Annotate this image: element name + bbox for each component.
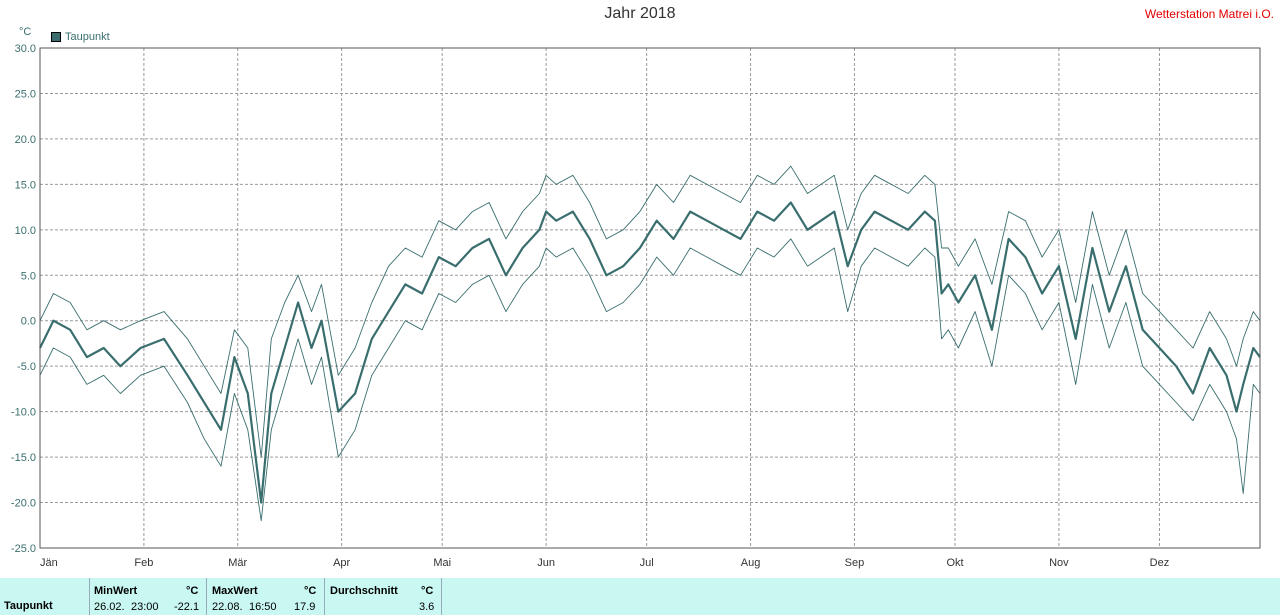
y-tick-label: -10.0: [11, 407, 36, 419]
min-date: 26.02.: [94, 601, 125, 613]
y-tick-label: -20.0: [11, 498, 36, 510]
min-value: -22.1: [174, 601, 200, 613]
avg-unit: °C: [421, 585, 434, 597]
y-tick-label: -25.0: [11, 543, 36, 555]
x-tick-label: Feb: [134, 557, 153, 569]
series-line-min: [39, 238, 1261, 522]
x-tick-label: Dez: [1150, 557, 1170, 569]
chart: 30.0 25.0 20.0 15.0 10.0 5.0 0.0 -5.0 -10.0 -15.0…: [11, 43, 1261, 569]
y-axis-ticks: 30.0 25.0 20.0 15.0 10.0 5.0 0.0 -5.0 -10.0 -15.0…: [11, 43, 36, 555]
legend-swatch: [51, 32, 61, 42]
y-tick-label: 10.0: [15, 225, 36, 237]
x-tick-label: Jän: [40, 557, 58, 569]
x-tick-label: Nov: [1049, 557, 1069, 569]
x-tick-label: Okt: [946, 557, 963, 569]
max-time: 16:50: [249, 601, 277, 613]
max-header: MaxWert: [212, 585, 258, 597]
x-tick-label: Aug: [741, 557, 761, 569]
stats-table: Taupunkt MinWert °C 26.02. 23:00 -22.1 M…: [0, 578, 1280, 615]
avg-header: Durchschnitt: [330, 585, 398, 597]
x-tick-label: Apr: [333, 557, 350, 569]
min-header: MinWert: [94, 585, 138, 597]
x-axis-ticks: Jän Feb Mär Apr Mai Jun Jul Aug Sep Okt Nov Dez: [40, 557, 1169, 569]
max-value: 17.9: [294, 601, 316, 613]
chart-series: [39, 165, 1261, 522]
x-tick-label: Mai: [433, 557, 451, 569]
y-tick-label: 15.0: [15, 179, 36, 191]
legend-label: Taupunkt: [65, 31, 110, 43]
series-line-max: [39, 165, 1261, 458]
max-unit: °C: [304, 585, 317, 597]
y-axis-unit: °C: [19, 26, 32, 38]
plot-area: [39, 47, 1261, 549]
y-tick-label: 0.0: [21, 316, 36, 328]
series-line-mean: [39, 201, 1261, 504]
x-tick-label: Mär: [228, 557, 247, 569]
x-tick-label: Jul: [640, 557, 654, 569]
min-unit: °C: [186, 585, 199, 597]
chart-title: Jahr 2018: [604, 5, 676, 22]
chart-grid: [40, 47, 1260, 549]
max-date: 22.08.: [212, 601, 243, 613]
avg-value: 3.6: [419, 601, 435, 613]
y-tick-label: -5.0: [17, 361, 36, 373]
y-tick-label: 30.0: [15, 43, 36, 55]
min-time: 23:00: [131, 601, 159, 613]
y-tick-label: 25.0: [15, 88, 36, 100]
y-tick-label: 20.0: [15, 134, 36, 146]
legend: Taupunkt: [51, 31, 110, 43]
y-tick-label: 5.0: [21, 270, 36, 282]
stats-row-label: Taupunkt: [4, 600, 53, 612]
y-tick-label: -15.0: [11, 452, 36, 464]
x-tick-label: Jun: [537, 557, 555, 569]
x-tick-label: Sep: [845, 557, 865, 569]
station-name: Wetterstation Matrei i.O.: [1144, 7, 1274, 21]
